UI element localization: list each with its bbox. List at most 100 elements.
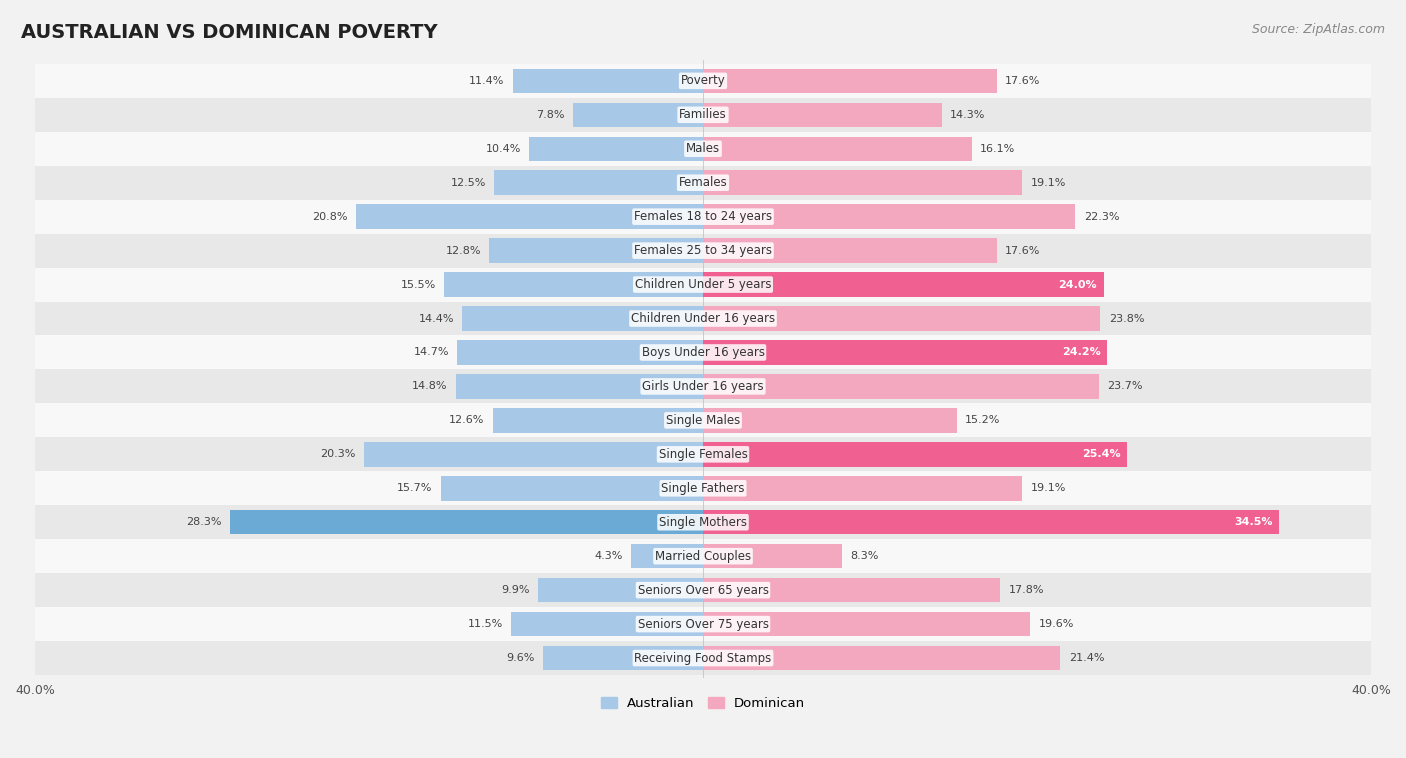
Text: 19.1%: 19.1% xyxy=(1031,484,1066,493)
Bar xyxy=(703,136,972,161)
Text: Families: Families xyxy=(679,108,727,121)
Bar xyxy=(35,369,1371,403)
Bar xyxy=(356,205,703,229)
Bar xyxy=(35,607,1371,641)
Text: 7.8%: 7.8% xyxy=(536,110,564,120)
Text: Single Females: Single Females xyxy=(658,448,748,461)
Text: Females 25 to 34 years: Females 25 to 34 years xyxy=(634,244,772,257)
Text: 11.4%: 11.4% xyxy=(468,76,505,86)
Bar xyxy=(703,612,1031,636)
Text: 28.3%: 28.3% xyxy=(187,517,222,528)
Text: Children Under 5 years: Children Under 5 years xyxy=(634,278,772,291)
Text: Married Couples: Married Couples xyxy=(655,550,751,562)
Text: 21.4%: 21.4% xyxy=(1069,653,1104,663)
Bar xyxy=(492,408,703,433)
Text: 22.3%: 22.3% xyxy=(1084,211,1119,221)
Bar xyxy=(35,233,1371,268)
Text: 15.5%: 15.5% xyxy=(401,280,436,290)
Text: 15.7%: 15.7% xyxy=(396,484,433,493)
Bar xyxy=(463,306,703,330)
Bar xyxy=(703,544,842,568)
Text: 19.6%: 19.6% xyxy=(1039,619,1074,629)
Text: Females 18 to 24 years: Females 18 to 24 years xyxy=(634,210,772,223)
Bar xyxy=(35,268,1371,302)
Bar xyxy=(513,69,703,93)
Bar xyxy=(231,510,703,534)
Bar xyxy=(703,646,1060,670)
Bar xyxy=(703,69,997,93)
Bar xyxy=(364,442,703,467)
Legend: Australian, Dominican: Australian, Dominican xyxy=(595,691,811,715)
Bar xyxy=(703,239,997,263)
Bar xyxy=(703,408,957,433)
Text: Children Under 16 years: Children Under 16 years xyxy=(631,312,775,325)
Text: Females: Females xyxy=(679,176,727,190)
Bar xyxy=(35,166,1371,199)
Text: Single Mothers: Single Mothers xyxy=(659,515,747,529)
Bar xyxy=(543,646,703,670)
Bar xyxy=(35,471,1371,506)
Bar xyxy=(703,340,1107,365)
Text: Receiving Food Stamps: Receiving Food Stamps xyxy=(634,652,772,665)
Bar xyxy=(35,98,1371,132)
Text: 23.7%: 23.7% xyxy=(1107,381,1143,391)
Text: Poverty: Poverty xyxy=(681,74,725,87)
Bar xyxy=(457,340,703,365)
Bar xyxy=(35,336,1371,369)
Bar xyxy=(495,171,703,195)
Text: 14.4%: 14.4% xyxy=(419,314,454,324)
Text: Boys Under 16 years: Boys Under 16 years xyxy=(641,346,765,359)
Text: 16.1%: 16.1% xyxy=(980,144,1015,154)
Bar xyxy=(510,612,703,636)
Bar xyxy=(572,102,703,127)
Text: 24.0%: 24.0% xyxy=(1059,280,1097,290)
Text: Seniors Over 75 years: Seniors Over 75 years xyxy=(637,618,769,631)
Bar xyxy=(703,578,1000,603)
Text: 8.3%: 8.3% xyxy=(851,551,879,561)
Text: 12.8%: 12.8% xyxy=(446,246,481,255)
Bar xyxy=(703,102,942,127)
Text: 15.2%: 15.2% xyxy=(965,415,1001,425)
Text: 17.6%: 17.6% xyxy=(1005,76,1040,86)
Text: 10.4%: 10.4% xyxy=(485,144,522,154)
Bar xyxy=(537,578,703,603)
Bar xyxy=(35,302,1371,336)
Text: Single Males: Single Males xyxy=(666,414,740,427)
Bar xyxy=(703,306,1101,330)
Text: Seniors Over 65 years: Seniors Over 65 years xyxy=(637,584,769,597)
Text: 9.6%: 9.6% xyxy=(506,653,534,663)
Text: 20.8%: 20.8% xyxy=(312,211,347,221)
Text: 19.1%: 19.1% xyxy=(1031,177,1066,188)
Text: Single Fathers: Single Fathers xyxy=(661,482,745,495)
Bar xyxy=(35,199,1371,233)
Text: Source: ZipAtlas.com: Source: ZipAtlas.com xyxy=(1251,23,1385,36)
Bar xyxy=(35,403,1371,437)
Bar xyxy=(35,539,1371,573)
Bar xyxy=(703,205,1076,229)
Text: Males: Males xyxy=(686,143,720,155)
Text: 11.5%: 11.5% xyxy=(467,619,502,629)
Text: 17.8%: 17.8% xyxy=(1008,585,1045,595)
Text: 14.3%: 14.3% xyxy=(950,110,986,120)
Bar xyxy=(703,171,1022,195)
Text: 20.3%: 20.3% xyxy=(321,449,356,459)
Bar xyxy=(444,272,703,297)
Text: 4.3%: 4.3% xyxy=(595,551,623,561)
Bar xyxy=(703,374,1099,399)
Text: 12.6%: 12.6% xyxy=(449,415,484,425)
Text: 24.2%: 24.2% xyxy=(1062,347,1101,358)
Text: 9.9%: 9.9% xyxy=(501,585,529,595)
Text: 14.8%: 14.8% xyxy=(412,381,447,391)
Text: 34.5%: 34.5% xyxy=(1234,517,1272,528)
Bar xyxy=(441,476,703,500)
Bar xyxy=(703,476,1022,500)
Text: 23.8%: 23.8% xyxy=(1109,314,1144,324)
Bar xyxy=(456,374,703,399)
Text: AUSTRALIAN VS DOMINICAN POVERTY: AUSTRALIAN VS DOMINICAN POVERTY xyxy=(21,23,437,42)
Bar xyxy=(35,132,1371,166)
Bar xyxy=(703,272,1104,297)
Bar xyxy=(489,239,703,263)
Bar xyxy=(35,64,1371,98)
Bar xyxy=(35,506,1371,539)
Bar xyxy=(529,136,703,161)
